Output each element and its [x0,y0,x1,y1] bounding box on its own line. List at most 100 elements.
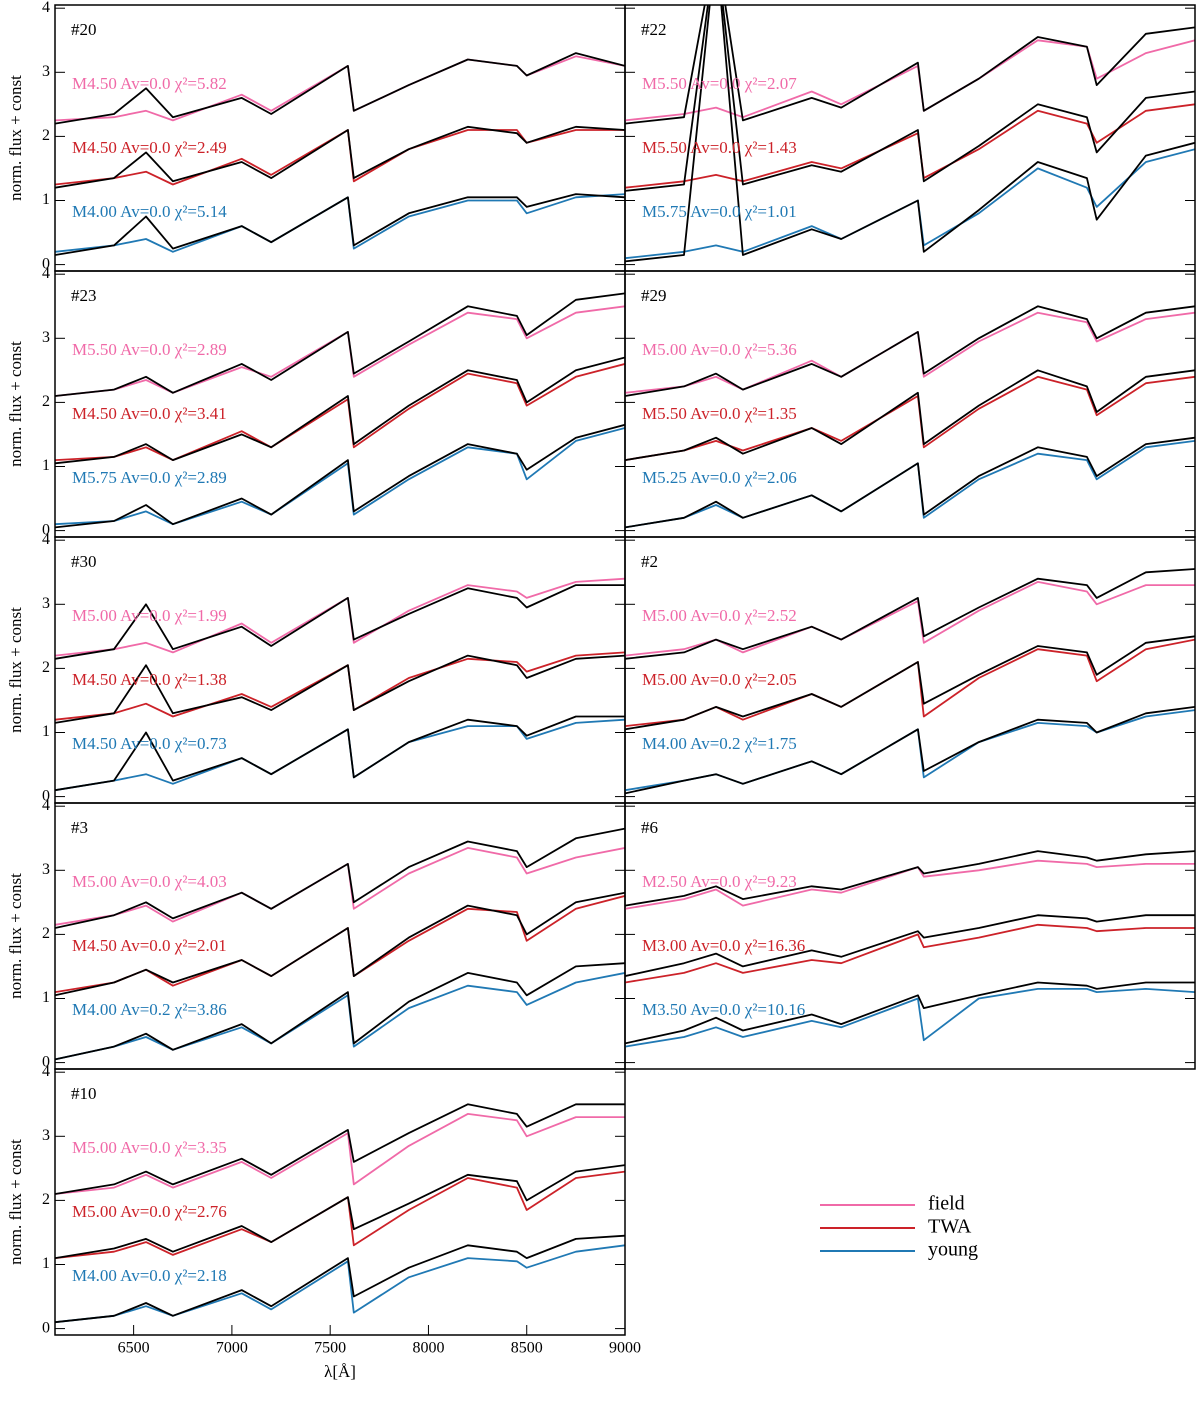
observed-line [55,1103,625,1195]
y-tick-label: 0 [42,255,50,272]
panel-label: #30 [71,552,97,571]
observed-line [55,292,625,397]
observed-line [625,981,1195,1045]
plot-area [55,292,625,529]
observed-line [625,5,1195,263]
observed-line [625,5,1195,192]
y-tick-label: 4 [42,1063,50,1080]
panel-label: #22 [641,20,667,39]
plot-area [625,568,1195,795]
y-tick-label: 1 [42,1255,50,1272]
observed-line [55,715,625,792]
observed-line [55,356,625,465]
panel-label: #10 [71,1084,97,1103]
observed-line [625,850,1195,907]
fit-label: M4.50 Av=0.0 χ²=0.73 [72,734,227,753]
y-tick-label: 2 [42,659,50,676]
observed-line [55,1164,625,1259]
y-tick-label: 0 [42,1319,50,1336]
y-tick-label: 3 [42,1127,50,1144]
panel-label: #3 [71,818,88,837]
observed-line [55,1234,625,1324]
observed-line [625,923,1195,984]
x-tick-label: 7000 [216,1340,248,1357]
fit-label: M5.50 Av=0.0 χ²=1.43 [642,138,797,157]
y-axis-label: norm. flux + const [6,607,25,733]
y-axis-label: norm. flux + const [6,1139,25,1265]
observed-line [55,584,625,660]
x-axis-label: λ[Å] [324,1362,356,1381]
observed-line [625,568,1195,660]
fit-label: M4.00 Av=0.0 χ²=5.14 [72,202,227,221]
fit-label: M5.00 Av=0.0 χ²=4.03 [72,872,227,891]
fit-label: M5.75 Av=0.0 χ²=1.01 [642,202,797,221]
fit-label: M5.00 Av=0.0 χ²=3.35 [72,1138,227,1157]
fit-label: M5.50 Av=0.0 χ²=2.89 [72,340,227,359]
panel-label: #20 [71,20,97,39]
fit-label: M4.50 Av=0.0 χ²=2.49 [72,138,227,157]
plot-area [55,1103,625,1324]
legend-label: field [928,1193,965,1215]
y-tick-label: 1 [42,191,50,208]
y-tick-label: 1 [42,723,50,740]
y-tick-label: 0 [42,521,50,538]
fit-label: M4.50 Av=0.0 χ²=1.38 [72,670,227,689]
y-tick-label: 4 [42,531,50,548]
observed-line [625,436,1195,529]
observed-line [625,914,1195,977]
panel-frame [54,1068,626,1336]
plot-area [55,52,625,256]
fit-label: M5.50 Av=0.0 χ²=1.35 [642,404,797,423]
observed-line [625,5,1195,125]
y-tick-label: 1 [42,989,50,1006]
fit-label: M5.50 Av=0.0 χ²=2.07 [642,74,797,93]
fit-label: M3.00 Av=0.0 χ²=16.36 [642,936,805,955]
legend-label: TWA [928,1216,972,1238]
fit-label: M5.00 Av=0.0 χ²=2.05 [642,670,797,689]
panel-frame [624,802,1196,1070]
y-tick-label: 2 [42,925,50,942]
y-axis-label: norm. flux + const [6,75,25,201]
y-tick-label: 0 [42,1053,50,1070]
model-line [55,1244,625,1324]
observed-line [625,706,1195,795]
y-tick-label: 1 [42,457,50,474]
observed-line [625,988,1195,1048]
observed-line [625,859,1195,910]
plot-area [55,827,625,1061]
panel-label: #6 [641,818,658,837]
plot-area [625,305,1195,529]
observed-line [55,891,625,997]
model-line [55,1113,625,1195]
plot-area [625,850,1195,1048]
model-line [55,1170,625,1259]
y-tick-label: 2 [42,1191,50,1208]
fit-label: M5.00 Av=0.0 χ²=2.76 [72,1202,227,1221]
fit-label: M4.00 Av=0.0 χ²=2.18 [72,1266,227,1285]
plot-area [625,5,1195,263]
y-tick-label: 4 [42,265,50,282]
fit-label: M5.00 Av=0.0 χ²=1.99 [72,606,227,625]
fit-label: M4.50 Av=0.0 χ²=2.01 [72,936,227,955]
fit-label: M5.75 Av=0.0 χ²=2.89 [72,468,227,487]
fit-label: M5.25 Av=0.0 χ²=2.06 [642,468,797,487]
y-tick-label: 4 [42,797,50,814]
y-axis-label: norm. flux + const [6,341,25,467]
y-axis-label: norm. flux + const [6,873,25,999]
observed-line [625,369,1195,461]
observed-line [625,305,1195,397]
x-tick-label: 8500 [511,1340,543,1357]
y-tick-label: 3 [42,63,50,80]
fit-label: M4.50 Av=0.0 χ²=5.82 [72,74,227,93]
x-tick-label: 6500 [118,1340,150,1357]
x-tick-label: 8000 [412,1340,444,1357]
y-tick-label: 3 [42,329,50,346]
x-tick-label: 9000 [609,1340,641,1357]
observed-line [55,423,625,529]
observed-line [55,193,625,256]
fit-label: M4.00 Av=0.2 χ²=1.75 [642,734,797,753]
fit-label: M4.00 Av=0.2 χ²=3.86 [72,1000,227,1019]
y-tick-label: 2 [42,393,50,410]
fit-label: M5.00 Av=0.0 χ²=2.52 [642,606,797,625]
